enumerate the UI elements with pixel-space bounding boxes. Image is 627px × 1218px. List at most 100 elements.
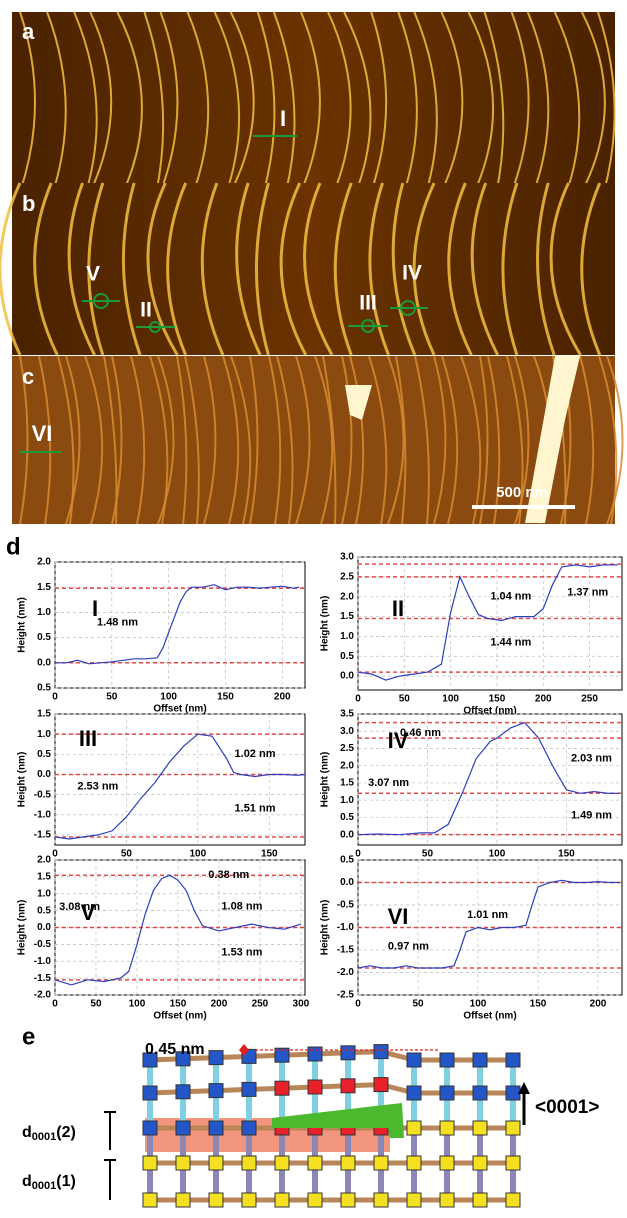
plot-area	[54, 713, 306, 846]
atom	[307, 1046, 323, 1062]
atom	[274, 1080, 290, 1096]
atom	[505, 1085, 521, 1101]
x-tick-label: 50	[422, 849, 434, 860]
afm-texture	[470, 182, 499, 356]
afm-texture	[0, 182, 22, 356]
atom	[505, 1120, 521, 1136]
afm-texture	[525, 356, 580, 523]
profile-marker: V	[86, 263, 100, 286]
atom	[307, 1192, 323, 1208]
atom	[241, 1192, 257, 1208]
height-profile	[54, 874, 302, 986]
y-tick-label: 1.5	[340, 611, 354, 622]
atom	[208, 1155, 224, 1171]
afm-texture	[479, 355, 489, 525]
afm-texture	[279, 182, 308, 356]
annotation: 1.02 nm	[235, 748, 276, 760]
afm-texture	[222, 355, 240, 525]
atom	[142, 1120, 158, 1136]
atom	[142, 1085, 158, 1101]
height-profile	[357, 564, 618, 681]
afm-texture	[166, 182, 188, 356]
x-tick-label: 50	[90, 999, 102, 1010]
profile-title: V	[81, 900, 96, 925]
atom	[175, 1155, 191, 1171]
annotation: 0.38 nm	[208, 869, 249, 881]
afm-texture	[440, 11, 464, 193]
atom	[241, 1155, 257, 1171]
y-tick-label: 0.0	[37, 922, 51, 933]
afm-texture	[441, 355, 459, 525]
step-marker	[239, 1044, 249, 1056]
afm-texture	[121, 182, 142, 356]
atom	[175, 1192, 191, 1208]
x-tick-label: 250	[581, 694, 598, 705]
atom	[406, 1155, 422, 1171]
afm-texture	[157, 355, 175, 525]
y-tick-label: 1.5	[37, 709, 51, 720]
afm-texture	[510, 11, 530, 193]
atom	[208, 1120, 224, 1136]
y-tick-label: 2.0	[37, 557, 51, 568]
x-tick-label: 100	[190, 849, 207, 860]
y-tick-label: 0.0	[340, 829, 354, 840]
y-tick-label: -0.5	[34, 939, 52, 950]
afm-texture	[295, 355, 311, 525]
atom	[208, 1192, 224, 1208]
x-tick-label: 100	[160, 692, 177, 703]
profile-lines	[20, 293, 428, 453]
atom	[307, 1155, 323, 1171]
y-tick-label: 2.0	[340, 591, 354, 602]
afm-texture	[130, 355, 146, 525]
x-tick-label: 0	[52, 849, 58, 860]
afm-texture	[368, 355, 388, 525]
y-tick-label: 0.5	[340, 855, 354, 866]
step-label: 0.45 nm	[145, 1041, 205, 1058]
x-tick-label: 50	[106, 692, 118, 703]
y-axis-label: Height (nm)	[17, 900, 28, 956]
atom	[274, 1192, 290, 1208]
y-tick-label: -2.0	[34, 990, 52, 1001]
y-tick-label: 2.5	[340, 743, 354, 754]
x-tick-label: 0	[52, 999, 58, 1010]
afm-texture	[213, 11, 241, 193]
x-tick-label: 150	[558, 849, 575, 860]
atom	[274, 1155, 290, 1171]
atom	[439, 1192, 455, 1208]
atom	[373, 1192, 389, 1208]
y-tick-label: 1.0	[340, 631, 354, 642]
y-tick-label: -1.5	[34, 973, 52, 984]
x-tick-label: 200	[274, 692, 291, 703]
annotation: 0.46 nm	[400, 727, 441, 739]
profile-title: III	[79, 726, 97, 751]
line-chart: -1.5-1.0-0.50.00.51.01.5050100150Offset …	[17, 709, 306, 872]
spacing-suffix: (2)	[56, 1124, 76, 1141]
y-tick-label: -1.0	[337, 922, 355, 933]
height-profile	[55, 584, 300, 665]
afm-texture	[203, 355, 217, 525]
atom	[340, 1045, 356, 1061]
direction-label: <0001>	[535, 1097, 599, 1118]
afm-texture	[433, 355, 447, 525]
afm-texture	[391, 182, 417, 356]
afm-texture	[235, 182, 262, 356]
afm-texture	[536, 182, 556, 356]
y-tick-label: -2.0	[337, 967, 355, 978]
plot-area	[357, 556, 623, 691]
y-tick-label: -1.5	[34, 830, 52, 841]
y-tick-label: 0.5	[340, 812, 354, 823]
annotation: 1.44 nm	[490, 636, 531, 648]
afm-texture	[254, 182, 270, 356]
y-tick-label: 1.5	[37, 582, 51, 593]
atom	[373, 1077, 389, 1093]
atom	[208, 1083, 224, 1099]
afm-texture	[256, 11, 276, 193]
y-tick-label: 1.5	[37, 872, 51, 883]
panel-label: d	[6, 533, 21, 560]
atom	[406, 1085, 422, 1101]
x-axis-label: Offset (nm)	[463, 706, 516, 717]
panel-label: a	[22, 19, 35, 44]
panel-label: b	[22, 191, 35, 216]
atom	[472, 1155, 488, 1171]
x-tick-label: 0	[355, 999, 361, 1010]
